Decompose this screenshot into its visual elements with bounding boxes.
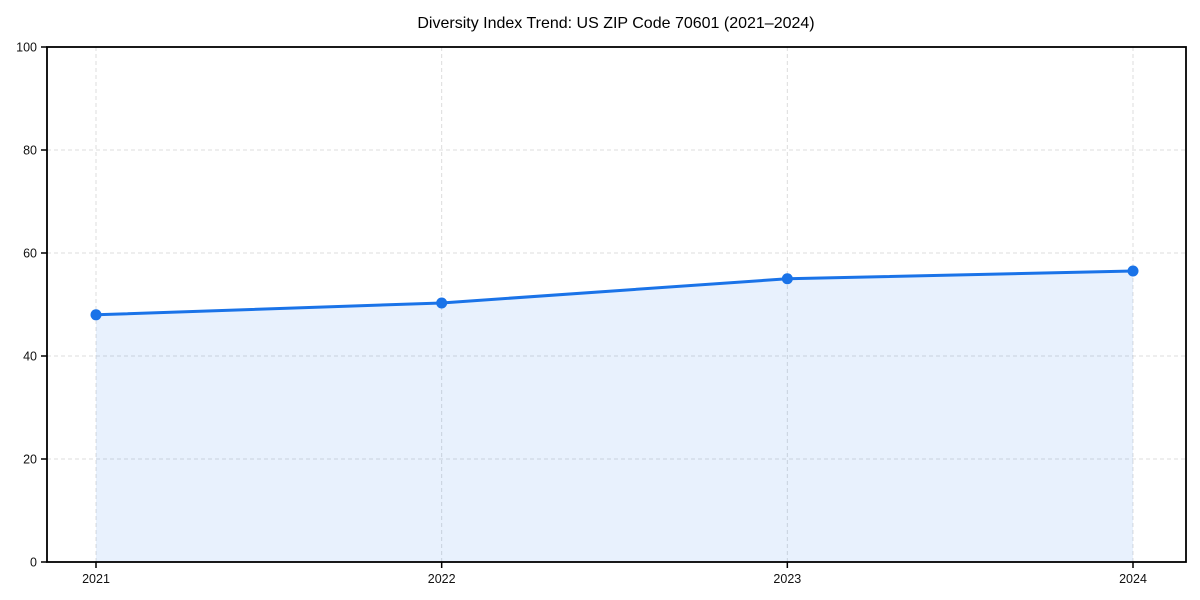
plot-border	[46, 46, 1187, 563]
trend-line	[94, 269, 1135, 317]
x-tick-label: 2024	[1119, 572, 1147, 586]
y-tick-label: 20	[23, 452, 37, 466]
plot-area: 0 20 40 60 80 100 2021 2022 2023 2024	[16, 40, 1187, 586]
x-tick-label: 2021	[82, 572, 110, 586]
y-tick-label: 60	[23, 246, 37, 260]
y-tick-label: 40	[23, 349, 37, 363]
chart-title: Diversity Index Trend: US ZIP Code 70601…	[417, 15, 814, 32]
x-tick-label: 2023	[773, 572, 801, 586]
area-fill	[96, 271, 1133, 562]
y-tick-label: 100	[16, 40, 37, 54]
data-point-2021	[90, 309, 102, 321]
data-point-2024	[1127, 265, 1139, 277]
y-tick-label: 0	[30, 555, 37, 569]
y-tick-label: 80	[23, 143, 37, 157]
data-point-2022	[436, 297, 448, 309]
data-point-2023	[781, 273, 793, 285]
x-tick-label: 2022	[428, 572, 456, 586]
